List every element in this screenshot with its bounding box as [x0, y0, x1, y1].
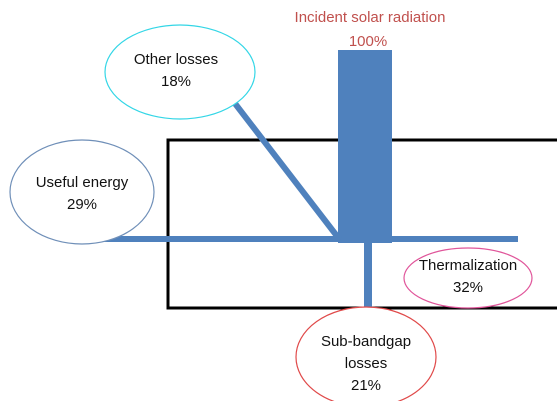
- node-label: Other losses: [134, 51, 218, 68]
- sub-bandgap-flow: [364, 240, 372, 330]
- useful-energy-ellipse: [9, 139, 155, 245]
- node-percent: 21%: [351, 377, 381, 394]
- title-label: Incident solar radiation: [295, 9, 446, 26]
- thermalization-ellipse: [403, 247, 533, 309]
- incident-bar: [338, 50, 392, 243]
- node-label: Sub-bandgap: [321, 333, 411, 350]
- node-label: Thermalization: [419, 257, 517, 274]
- node-label: losses: [345, 355, 388, 372]
- node-percent: 32%: [453, 279, 483, 296]
- sub-bandgap-ellipse: [295, 306, 437, 401]
- horizontal-flow: [103, 236, 518, 242]
- node-label: Useful energy: [36, 174, 129, 191]
- node-percent: 29%: [67, 196, 97, 213]
- other-losses-ellipse: [104, 24, 256, 120]
- other-losses-flow: [227, 95, 343, 242]
- title-percent: 100%: [349, 33, 387, 50]
- node-percent: 18%: [161, 73, 191, 90]
